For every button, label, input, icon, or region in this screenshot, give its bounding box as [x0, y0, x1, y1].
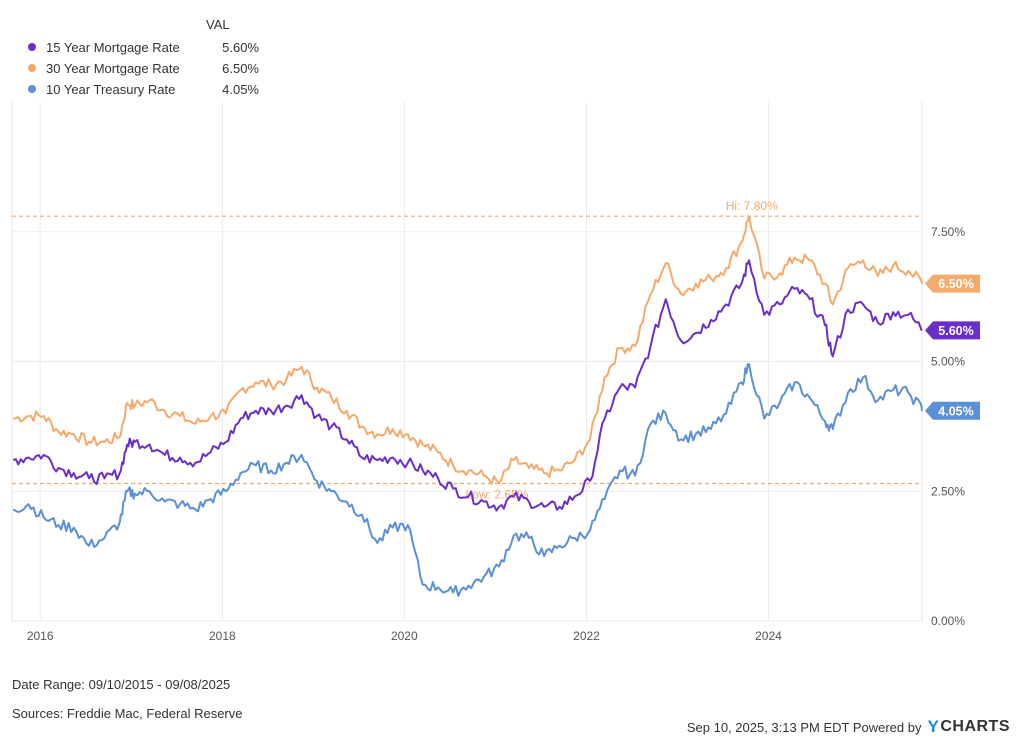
- series-end-value: 6.50%: [938, 277, 973, 291]
- series-end-tag: [925, 321, 980, 340]
- series-line: [12, 363, 923, 597]
- legend-label: 10 Year Treasury Rate: [46, 81, 176, 97]
- series-end-tag: [925, 274, 980, 293]
- reference-line-label: Hi: 7.80%: [726, 199, 778, 213]
- axes: 0.00% 2.50% 5.00% 7.50% 2016 2018 2020 2022 2024: [27, 225, 966, 643]
- series-end-value: 4.05%: [938, 404, 973, 418]
- legend-item-30-year[interactable]: 30 Year Mortgage Rate 6.50%: [28, 59, 259, 77]
- timestamp-text: Sep 10, 2025, 3:13 PM EDT Powered by: [686, 719, 922, 735]
- legend-header: VAL: [206, 17, 230, 32]
- legend-item-10-year-treasury[interactable]: 10 Year Treasury Rate 4.05%: [28, 80, 259, 98]
- series-line: [12, 259, 923, 512]
- reference-lines: Hi: 7.80% Low: 2.65%: [12, 199, 922, 501]
- series-end-label: 5.60%: [925, 321, 980, 340]
- grid: [11, 102, 923, 622]
- legend-value: 5.60%: [222, 39, 259, 55]
- timestamp: Sep 10, 2025, 3:13 PM EDT Powered by Y CH…: [687, 717, 1010, 737]
- x-tick-label: 2018: [209, 629, 236, 643]
- legend-value: 4.05%: [222, 81, 259, 97]
- ycharts-y-icon: Y: [927, 717, 940, 736]
- series-end-value: 5.60%: [938, 324, 973, 338]
- legend-dot-icon: [28, 85, 36, 93]
- date-range: Date Range: 09/10/2015 - 09/08/2025: [12, 677, 231, 692]
- x-tick-label: 2020: [391, 629, 418, 643]
- legend-dot-icon: [28, 64, 36, 72]
- legend-value: 6.50%: [222, 60, 259, 76]
- legend-item-15-year[interactable]: 15 Year Mortgage Rate 5.60%: [28, 38, 259, 56]
- series-lines: [12, 215, 923, 597]
- ycharts-brand-text: CHARTS: [940, 718, 1010, 735]
- series-end-tag: [925, 401, 980, 420]
- legend-label: 30 Year Mortgage Rate: [46, 60, 180, 76]
- series-end-label: 4.05%: [925, 401, 980, 420]
- y-tick-label: 2.50%: [931, 484, 965, 498]
- reference-line-label: Low: 2.65%: [466, 487, 529, 501]
- x-tick-label: 2024: [755, 629, 782, 643]
- series-line: [13, 215, 923, 485]
- end-labels: 6.50% 5.60% 4.05%: [925, 274, 980, 420]
- series-end-label: 6.50%: [925, 274, 980, 293]
- legend-dot-icon: [28, 43, 36, 51]
- legend-label: 15 Year Mortgage Rate: [46, 39, 180, 55]
- sources: Sources: Freddie Mac, Federal Reserve: [12, 706, 243, 721]
- ycharts-logo[interactable]: Y CHARTS: [927, 717, 1010, 737]
- y-tick-label: 5.00%: [931, 355, 965, 369]
- x-tick-label: 2016: [27, 629, 54, 643]
- y-tick-label: 0.00%: [931, 614, 965, 628]
- y-tick-label: 7.50%: [931, 225, 965, 239]
- x-tick-label: 2022: [573, 629, 600, 643]
